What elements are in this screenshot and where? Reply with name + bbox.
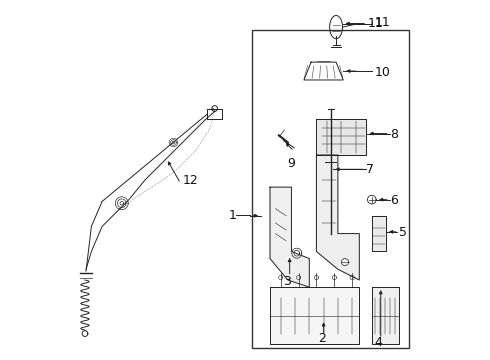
Text: 2: 2 — [318, 333, 326, 346]
Polygon shape — [270, 187, 309, 287]
Polygon shape — [270, 287, 359, 344]
Text: 11: 11 — [374, 15, 390, 28]
Text: 8: 8 — [391, 128, 398, 141]
Text: 7: 7 — [367, 163, 374, 176]
Text: 11: 11 — [368, 17, 384, 30]
Polygon shape — [372, 216, 386, 251]
Polygon shape — [317, 119, 367, 155]
Text: 12: 12 — [182, 174, 198, 186]
Polygon shape — [372, 287, 398, 344]
Text: 4: 4 — [374, 336, 382, 349]
Text: 9: 9 — [288, 157, 295, 170]
Text: 3: 3 — [283, 275, 291, 288]
Text: 1: 1 — [228, 208, 236, 221]
Polygon shape — [317, 155, 359, 280]
Text: 5: 5 — [399, 226, 407, 239]
Text: 10: 10 — [374, 66, 390, 79]
Text: 6: 6 — [391, 194, 398, 207]
